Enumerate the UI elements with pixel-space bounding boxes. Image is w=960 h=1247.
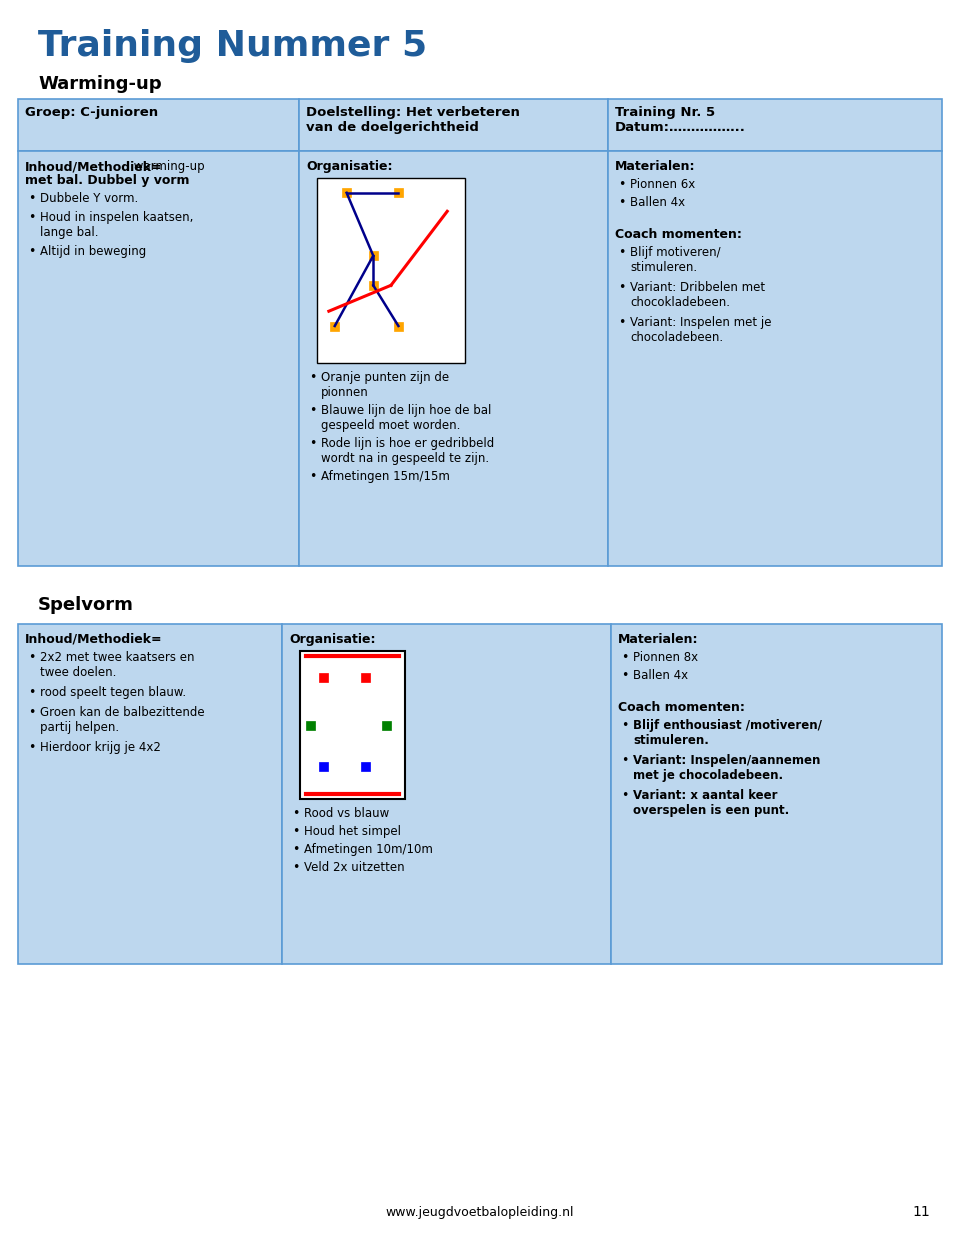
Bar xyxy=(394,188,403,197)
Text: •: • xyxy=(292,826,300,838)
Text: •: • xyxy=(309,372,317,384)
Bar xyxy=(282,624,611,964)
Text: •: • xyxy=(28,192,36,205)
Text: •: • xyxy=(618,246,625,259)
Text: Doelstelling: Het verbeteren
van de doelgerichtheid: Doelstelling: Het verbeteren van de doel… xyxy=(306,106,520,133)
Text: Houd het simpel: Houd het simpel xyxy=(304,826,401,838)
Bar xyxy=(299,99,608,151)
Text: •: • xyxy=(28,211,36,224)
Text: Houd in inspelen kaatsen,
lange bal.: Houd in inspelen kaatsen, lange bal. xyxy=(40,211,193,239)
Bar xyxy=(18,151,299,566)
Text: •: • xyxy=(621,754,629,767)
Text: Dubbele Y vorm.: Dubbele Y vorm. xyxy=(40,192,138,205)
Text: •: • xyxy=(309,470,317,483)
Text: •: • xyxy=(621,651,629,663)
Text: Oranje punten zijn de
pionnen: Oranje punten zijn de pionnen xyxy=(321,372,449,399)
Text: Afmetingen 10m/10m: Afmetingen 10m/10m xyxy=(304,843,433,855)
Text: •: • xyxy=(618,196,625,209)
Bar xyxy=(608,151,942,566)
Bar xyxy=(319,762,327,771)
Text: •: • xyxy=(292,860,300,874)
Text: Blauwe lijn de lijn hoe de bal
gespeeld moet worden.: Blauwe lijn de lijn hoe de bal gespeeld … xyxy=(321,404,492,431)
Text: •: • xyxy=(28,741,36,754)
Text: •: • xyxy=(618,315,625,329)
Text: Afmetingen 15m/15m: Afmetingen 15m/15m xyxy=(321,470,450,483)
Text: •: • xyxy=(28,706,36,720)
Bar xyxy=(394,322,403,330)
Text: Training Nummer 5: Training Nummer 5 xyxy=(38,29,427,64)
Text: •: • xyxy=(292,843,300,855)
Bar xyxy=(608,99,942,151)
Text: •: • xyxy=(618,281,625,294)
Bar xyxy=(299,151,608,566)
Text: Rode lijn is hoe er gedribbeld
wordt na in gespeeld te zijn.: Rode lijn is hoe er gedribbeld wordt na … xyxy=(321,436,494,465)
Text: •: • xyxy=(621,789,629,802)
Text: •: • xyxy=(28,244,36,258)
Text: Coach momenten:: Coach momenten: xyxy=(618,701,745,715)
Text: Groen kan de balbezittende
partij helpen.: Groen kan de balbezittende partij helpen… xyxy=(40,706,204,734)
Text: Blijf motiveren/
stimuleren.: Blijf motiveren/ stimuleren. xyxy=(630,246,721,274)
Text: Variant: Inspelen met je
chocoladebeen.: Variant: Inspelen met je chocoladebeen. xyxy=(630,315,772,344)
Text: •: • xyxy=(621,668,629,682)
Text: 2x2 met twee kaatsers en
twee doelen.: 2x2 met twee kaatsers en twee doelen. xyxy=(40,651,195,680)
Text: Altijd in beweging: Altijd in beweging xyxy=(40,244,146,258)
Text: 11: 11 xyxy=(912,1205,930,1220)
Text: Materialen:: Materialen: xyxy=(615,160,695,173)
Bar xyxy=(319,673,327,682)
Text: Spelvorm: Spelvorm xyxy=(38,596,133,614)
Text: Inhoud/Methodiek=: Inhoud/Methodiek= xyxy=(25,160,162,173)
Bar xyxy=(611,624,942,964)
Text: •: • xyxy=(309,436,317,450)
Text: www.jeugdvoetbalopleiding.nl: www.jeugdvoetbalopleiding.nl xyxy=(386,1206,574,1220)
Text: Coach momenten:: Coach momenten: xyxy=(615,228,742,241)
Text: Groep: C-junioren: Groep: C-junioren xyxy=(25,106,158,118)
Bar xyxy=(382,721,391,729)
Text: Organisatie:: Organisatie: xyxy=(306,160,393,173)
Text: Ballen 4x: Ballen 4x xyxy=(630,196,685,209)
Bar xyxy=(361,673,370,682)
Text: •: • xyxy=(28,686,36,700)
Bar xyxy=(361,762,370,771)
Text: •: • xyxy=(28,651,36,663)
Text: Organisatie:: Organisatie: xyxy=(289,633,375,646)
Bar xyxy=(330,322,339,330)
Text: Materialen:: Materialen: xyxy=(618,633,699,646)
Text: •: • xyxy=(292,807,300,821)
Bar xyxy=(18,624,282,964)
Text: Variant: x aantal keer
overspelen is een punt.: Variant: x aantal keer overspelen is een… xyxy=(633,789,789,817)
Text: Variant: Inspelen/aannemen
met je chocoladebeen.: Variant: Inspelen/aannemen met je chocol… xyxy=(633,754,821,782)
Bar xyxy=(369,251,377,261)
Text: •: • xyxy=(618,178,625,191)
Text: Pionnen 8x: Pionnen 8x xyxy=(633,651,698,663)
Text: Rood vs blauw: Rood vs blauw xyxy=(304,807,389,821)
Text: •: • xyxy=(621,720,629,732)
Text: Inhoud/Methodiek=: Inhoud/Methodiek= xyxy=(25,633,162,646)
Bar xyxy=(18,99,299,151)
Text: Veld 2x uitzetten: Veld 2x uitzetten xyxy=(304,860,404,874)
Text: met bal. Dubbel y vorm: met bal. Dubbel y vorm xyxy=(25,175,189,187)
Text: Blijf enthousiast /motiveren/
stimuleren.: Blijf enthousiast /motiveren/ stimuleren… xyxy=(633,720,822,747)
Text: warming-up: warming-up xyxy=(130,160,204,173)
Text: Variant: Dribbelen met
chocokladebeen.: Variant: Dribbelen met chocokladebeen. xyxy=(630,281,765,309)
Bar xyxy=(369,281,377,289)
Text: rood speelt tegen blauw.: rood speelt tegen blauw. xyxy=(40,686,186,700)
Bar xyxy=(306,721,315,729)
Text: •: • xyxy=(309,404,317,416)
Text: Warming-up: Warming-up xyxy=(38,75,161,94)
Text: Hierdoor krijg je 4x2: Hierdoor krijg je 4x2 xyxy=(40,741,161,754)
Text: Ballen 4x: Ballen 4x xyxy=(633,668,688,682)
Text: Training Nr. 5
Datum:……………..: Training Nr. 5 Datum:…………….. xyxy=(615,106,746,133)
Bar xyxy=(342,188,351,197)
Bar xyxy=(317,178,465,363)
Text: Pionnen 6x: Pionnen 6x xyxy=(630,178,695,191)
Bar xyxy=(300,651,405,799)
